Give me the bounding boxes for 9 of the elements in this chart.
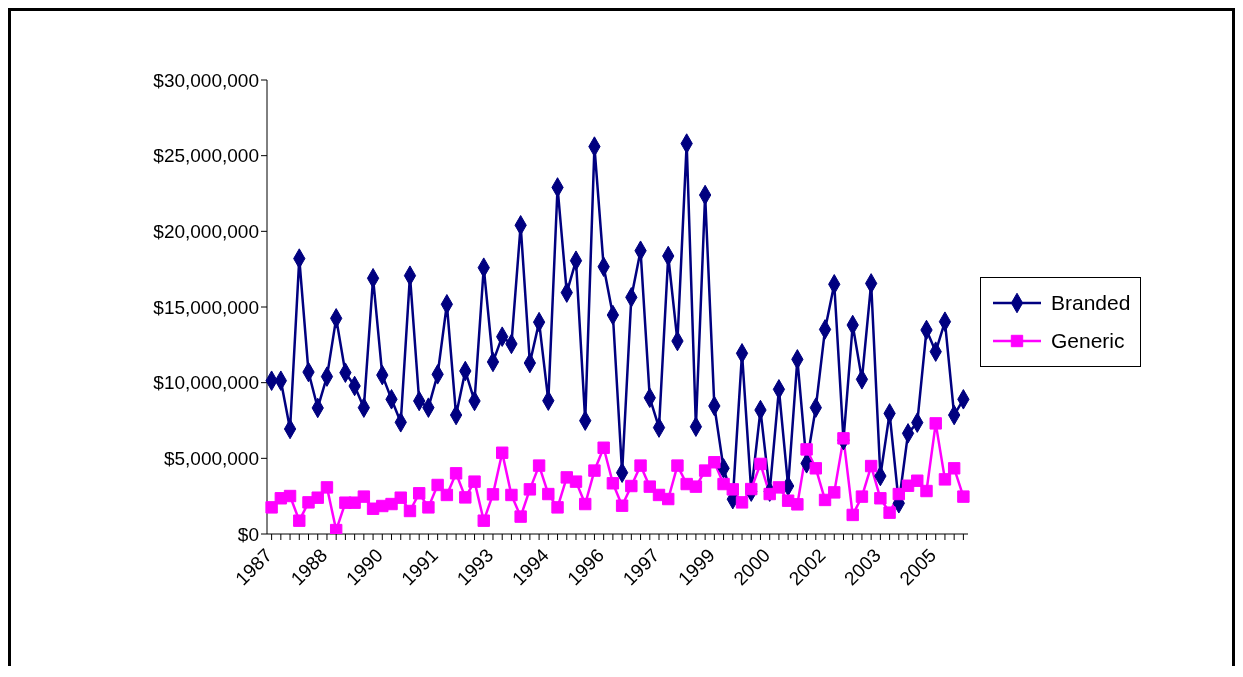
y-tick-label: $30,000,000 xyxy=(153,69,259,91)
y-tick-label: $5,000,000 xyxy=(163,448,259,470)
y-tick-label: $25,000,000 xyxy=(153,145,259,167)
y-tick-label: $15,000,000 xyxy=(153,296,259,318)
legend-label: Branded xyxy=(1051,291,1131,315)
legend-label: Generic xyxy=(1051,329,1125,353)
y-tick-label: $20,000,000 xyxy=(153,221,259,243)
y-tick-label: $0 xyxy=(237,523,259,545)
y-tick-label: $10,000,000 xyxy=(153,372,259,394)
